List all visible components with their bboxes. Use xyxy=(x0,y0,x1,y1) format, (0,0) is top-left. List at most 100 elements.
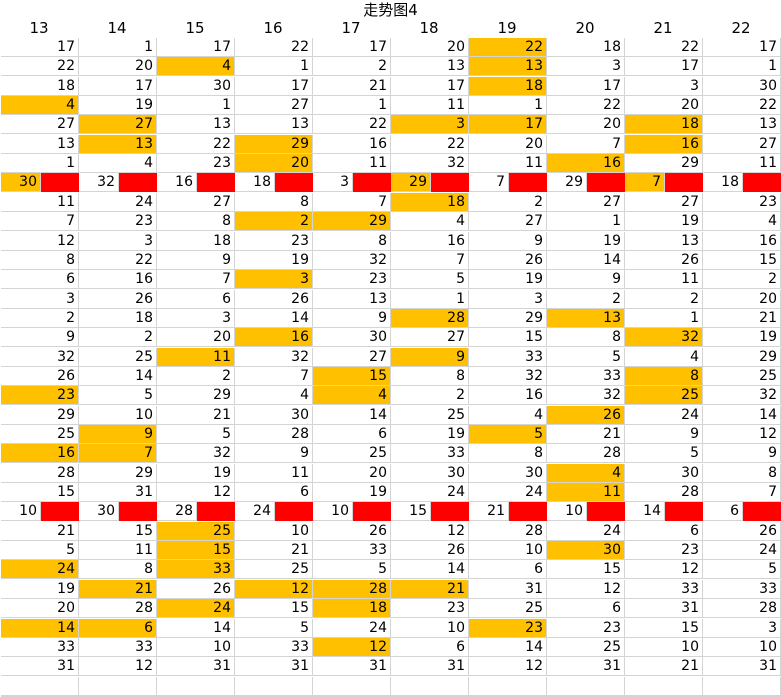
table-cell[interactable]: 3 xyxy=(157,308,235,328)
table-cell[interactable]: 7 xyxy=(157,270,235,290)
table-cell[interactable]: 29 xyxy=(391,173,431,193)
table-cell[interactable]: 15 xyxy=(157,541,235,561)
table-cell[interactable]: 30 xyxy=(625,463,703,483)
table-cell[interactable]: 18 xyxy=(469,76,547,96)
table-cell[interactable]: 24 xyxy=(157,599,235,619)
table-cell[interactable]: 16 xyxy=(79,270,157,290)
table-cell[interactable]: 13 xyxy=(547,308,625,328)
table-cell[interactable]: 29 xyxy=(1,405,79,425)
table-cell[interactable]: 29 xyxy=(703,347,781,367)
table-cell[interactable]: 13 xyxy=(469,57,547,77)
table-cell[interactable]: 2 xyxy=(79,328,157,348)
table-cell[interactable]: 18 xyxy=(313,599,391,619)
empty-cell[interactable] xyxy=(313,695,391,697)
table-cell[interactable]: 13 xyxy=(235,115,313,135)
table-cell[interactable]: 33 xyxy=(79,637,157,657)
table-cell[interactable]: 15 xyxy=(1,483,79,503)
table-cell[interactable]: 17 xyxy=(1,38,79,57)
table-cell[interactable]: 15 xyxy=(235,599,313,619)
table-cell[interactable]: 22 xyxy=(1,57,79,77)
table-cell[interactable]: 27 xyxy=(625,192,703,212)
table-cell[interactable]: 5 xyxy=(703,560,781,580)
table-cell[interactable]: 4 xyxy=(235,386,313,406)
table-cell[interactable]: 31 xyxy=(625,599,703,619)
empty-cell[interactable] xyxy=(391,695,469,697)
table-cell[interactable]: 33 xyxy=(157,560,235,580)
table-cell[interactable]: 19 xyxy=(547,231,625,251)
table-cell[interactable]: 1 xyxy=(625,308,703,328)
table-cell[interactable]: 28 xyxy=(235,425,313,444)
table-cell[interactable]: 23 xyxy=(547,618,625,638)
table-cell[interactable]: 14 xyxy=(157,618,235,638)
table-cell[interactable]: 3 xyxy=(313,173,353,193)
table-cell[interactable]: 19 xyxy=(157,463,235,483)
table-cell[interactable]: 2 xyxy=(547,289,625,309)
table-cell[interactable]: 2 xyxy=(313,57,391,77)
table-cell[interactable]: 6 xyxy=(157,289,235,309)
table-cell[interactable]: 15 xyxy=(79,521,157,541)
table-cell[interactable]: 5 xyxy=(625,444,703,464)
table-cell[interactable]: 25 xyxy=(1,425,79,444)
table-cell[interactable]: 31 xyxy=(79,483,157,503)
table-cell[interactable]: 18 xyxy=(547,38,625,57)
table-cell[interactable]: 14 xyxy=(79,366,157,386)
table-cell[interactable]: 12 xyxy=(79,657,157,677)
table-cell[interactable]: 12 xyxy=(391,521,469,541)
table-cell[interactable]: 22 xyxy=(313,115,391,135)
table-cell[interactable]: 13 xyxy=(703,115,781,135)
table-cell[interactable]: 31 xyxy=(235,657,313,677)
table-cell[interactable]: 10 xyxy=(157,637,235,657)
table-cell[interactable]: 29 xyxy=(79,463,157,483)
table-cell[interactable]: 1 xyxy=(469,96,547,116)
table-cell[interactable]: 29 xyxy=(157,386,235,406)
table-cell[interactable]: 25 xyxy=(547,637,625,657)
table-cell[interactable]: 1 xyxy=(1,154,79,174)
table-cell[interactable]: 5 xyxy=(547,347,625,367)
empty-cell[interactable] xyxy=(625,676,703,696)
table-cell[interactable]: 14 xyxy=(391,560,469,580)
table-cell[interactable]: 30 xyxy=(313,328,391,348)
table-cell[interactable]: 11 xyxy=(547,483,625,503)
table-cell[interactable]: 32 xyxy=(235,347,313,367)
table-cell[interactable]: 30 xyxy=(1,173,41,193)
table-cell[interactable]: 10 xyxy=(235,521,313,541)
table-cell[interactable]: 14 xyxy=(547,250,625,270)
table-cell[interactable]: 17 xyxy=(625,57,703,77)
table-cell[interactable]: 7 xyxy=(235,366,313,386)
table-cell[interactable]: 2 xyxy=(625,289,703,309)
table-cell[interactable]: 5 xyxy=(1,541,79,561)
empty-cell[interactable] xyxy=(235,695,313,697)
table-cell[interactable]: 4 xyxy=(391,212,469,232)
table-cell[interactable]: 33 xyxy=(313,541,391,561)
table-cell[interactable]: 31 xyxy=(703,657,781,677)
table-cell[interactable]: 8 xyxy=(703,463,781,483)
table-cell[interactable]: 23 xyxy=(391,599,469,619)
table-cell[interactable]: 30 xyxy=(391,463,469,483)
table-cell[interactable]: 7 xyxy=(469,173,509,193)
table-cell[interactable]: 20 xyxy=(625,96,703,116)
table-cell[interactable]: 24 xyxy=(235,502,275,522)
table-cell[interactable]: 26 xyxy=(1,366,79,386)
table-cell[interactable]: 24 xyxy=(313,618,391,638)
table-cell[interactable]: 20 xyxy=(79,57,157,77)
empty-cell[interactable] xyxy=(79,695,157,697)
table-cell[interactable]: 15 xyxy=(313,366,391,386)
table-cell[interactable]: 17 xyxy=(313,38,391,57)
table-cell[interactable]: 2 xyxy=(391,386,469,406)
table-cell[interactable]: 28 xyxy=(391,308,469,328)
table-cell[interactable]: 8 xyxy=(235,192,313,212)
table-cell[interactable]: 3 xyxy=(235,270,313,290)
table-cell[interactable]: 33 xyxy=(469,347,547,367)
table-cell[interactable]: 10 xyxy=(625,637,703,657)
table-cell[interactable]: 27 xyxy=(391,328,469,348)
table-cell[interactable]: 31 xyxy=(547,657,625,677)
table-cell[interactable]: 30 xyxy=(157,76,235,96)
empty-cell[interactable] xyxy=(235,676,313,696)
table-cell[interactable]: 22 xyxy=(235,38,313,57)
table-cell[interactable]: 9 xyxy=(79,425,157,444)
table-cell[interactable]: 31 xyxy=(469,579,547,599)
table-cell[interactable]: 6 xyxy=(1,270,79,290)
table-cell[interactable]: 10 xyxy=(1,502,41,522)
table-cell[interactable]: 26 xyxy=(235,289,313,309)
table-cell[interactable]: 32 xyxy=(391,154,469,174)
